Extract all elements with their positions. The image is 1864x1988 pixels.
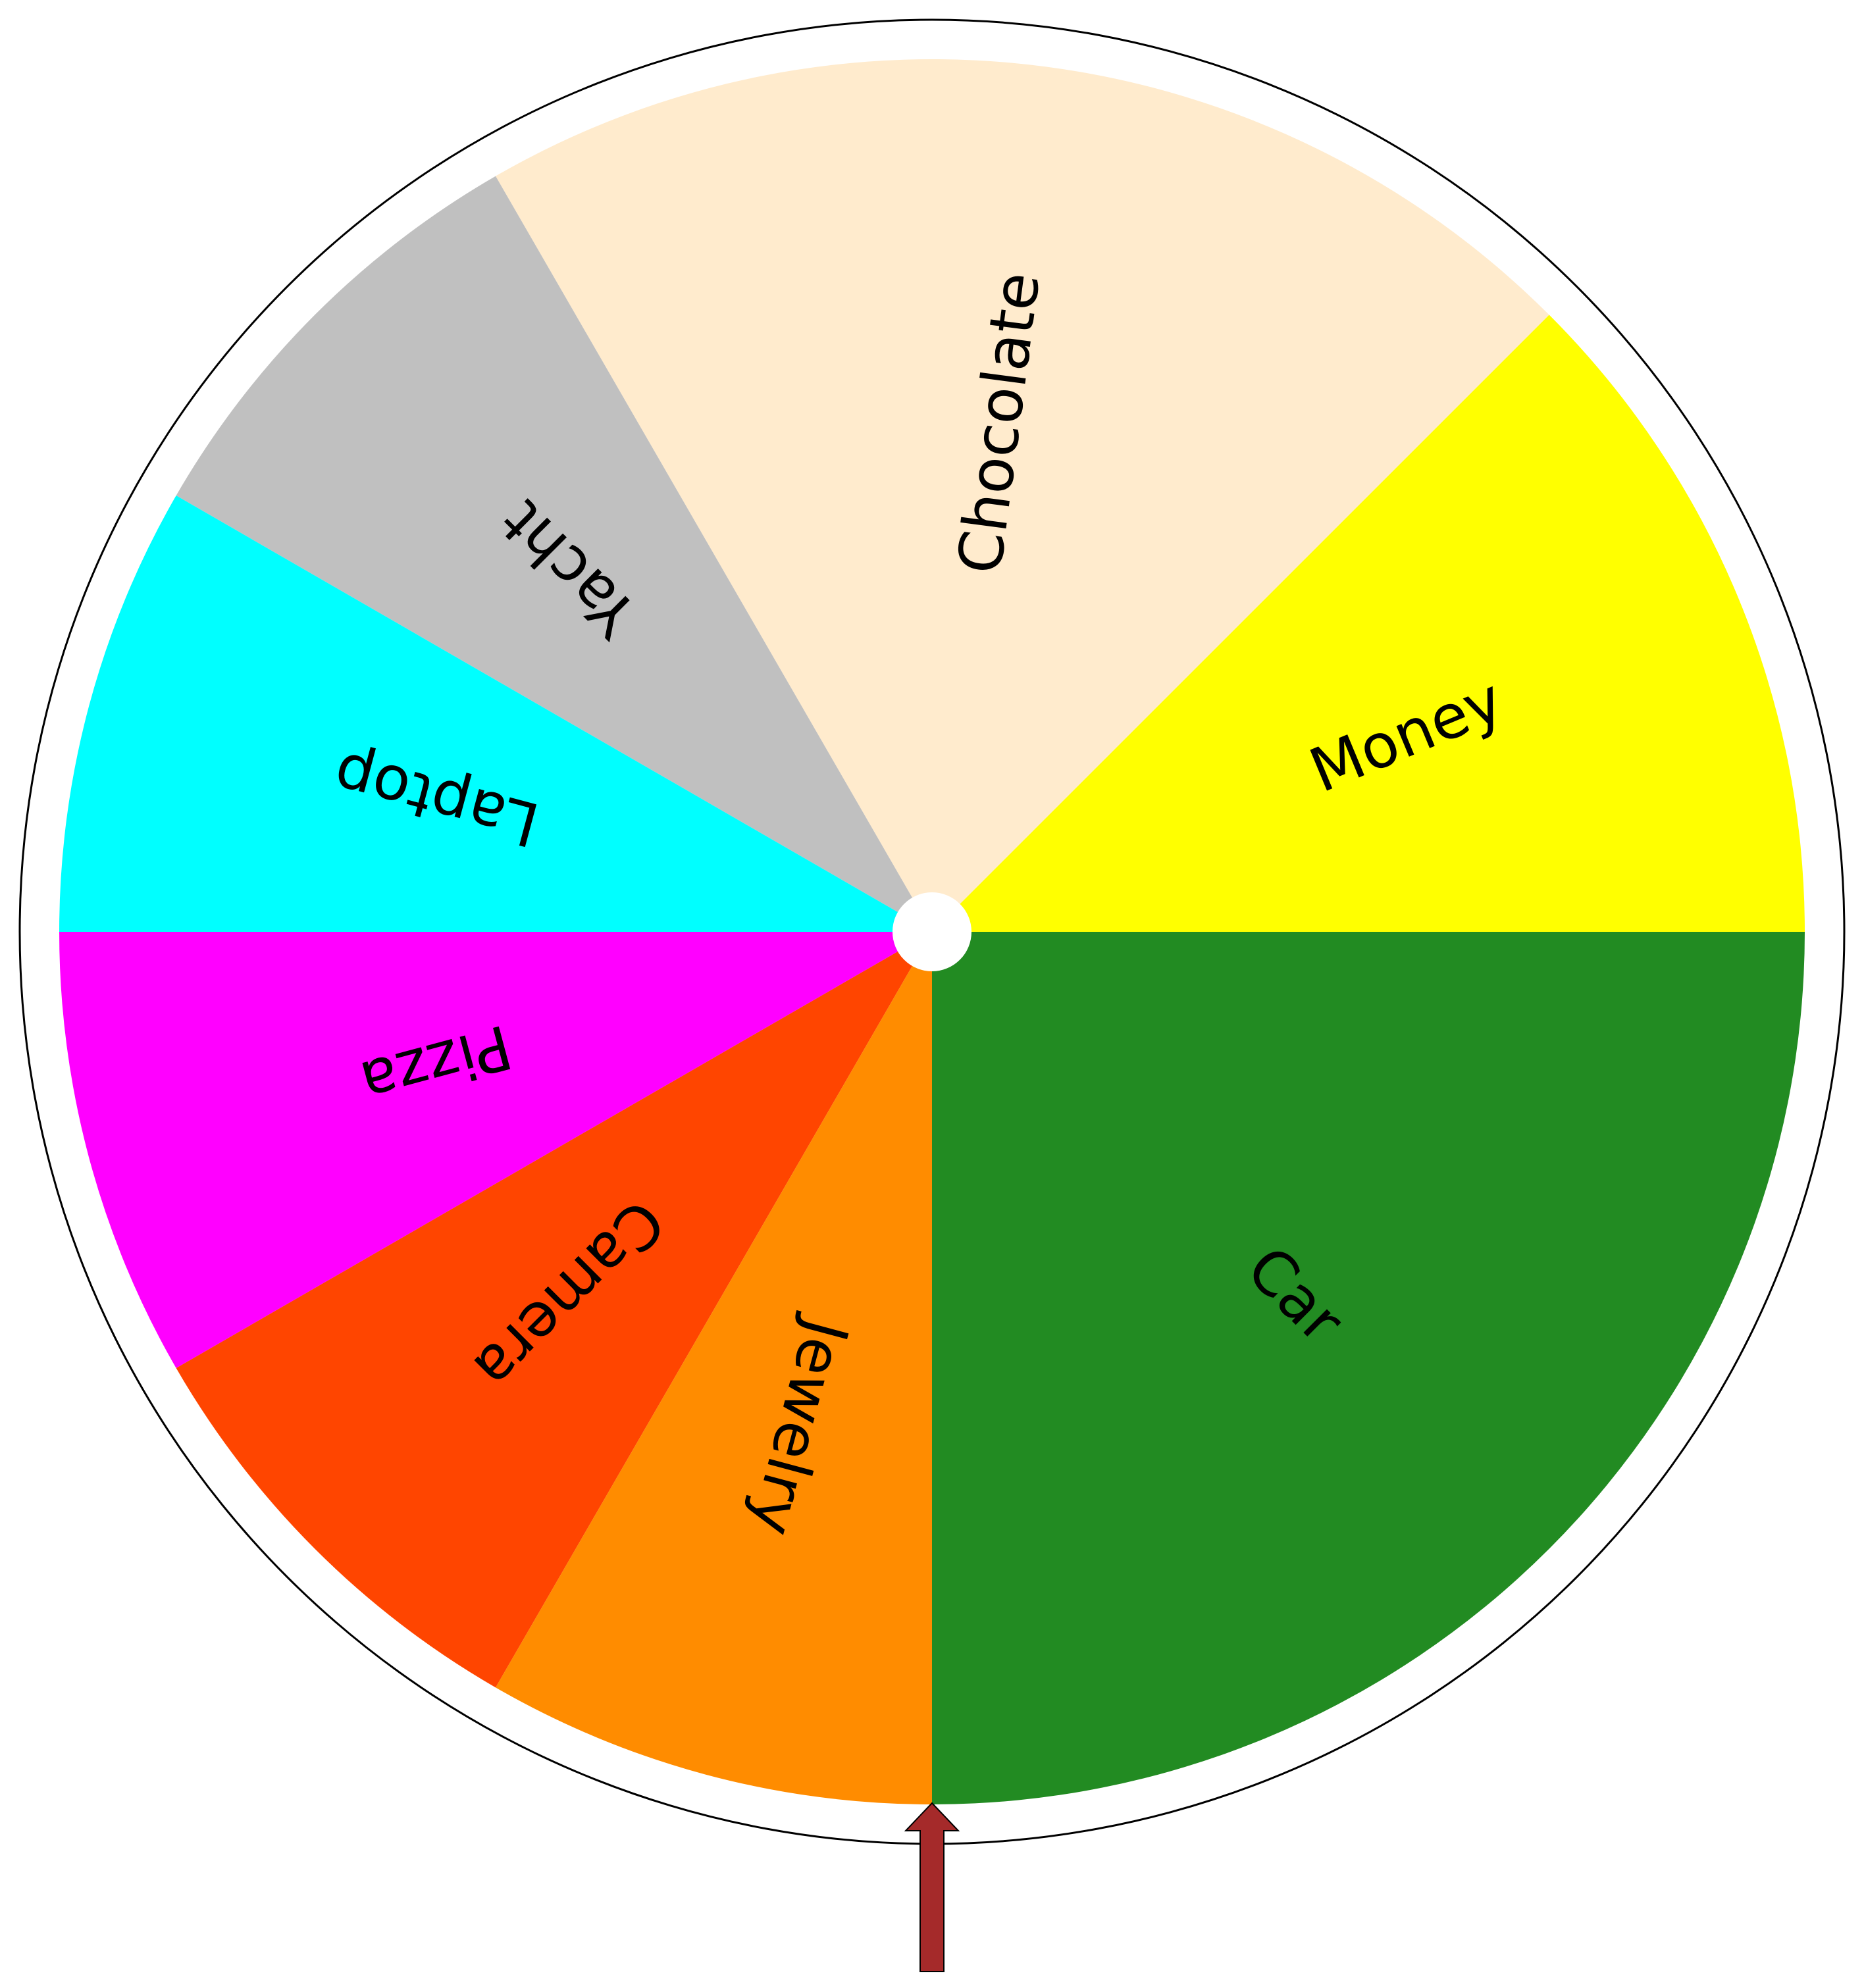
wheel-segment-yacht[interactable] (176, 176, 932, 932)
wheel-segment-camera[interactable] (176, 932, 932, 1688)
wheel-segment-money[interactable] (932, 315, 1805, 932)
wheel-segment-laptop[interactable] (59, 496, 932, 932)
wheel-segment-chocolate[interactable] (496, 59, 1549, 932)
wheel-segment-car[interactable] (932, 932, 1805, 1804)
wheel-hub[interactable] (893, 892, 971, 971)
wheel-segment-pizza[interactable] (59, 932, 932, 1368)
wheel-segment-jewelry[interactable] (496, 932, 932, 1804)
wheel-segments[interactable] (59, 59, 1805, 1804)
pointer-arrow-icon (904, 1802, 960, 1972)
